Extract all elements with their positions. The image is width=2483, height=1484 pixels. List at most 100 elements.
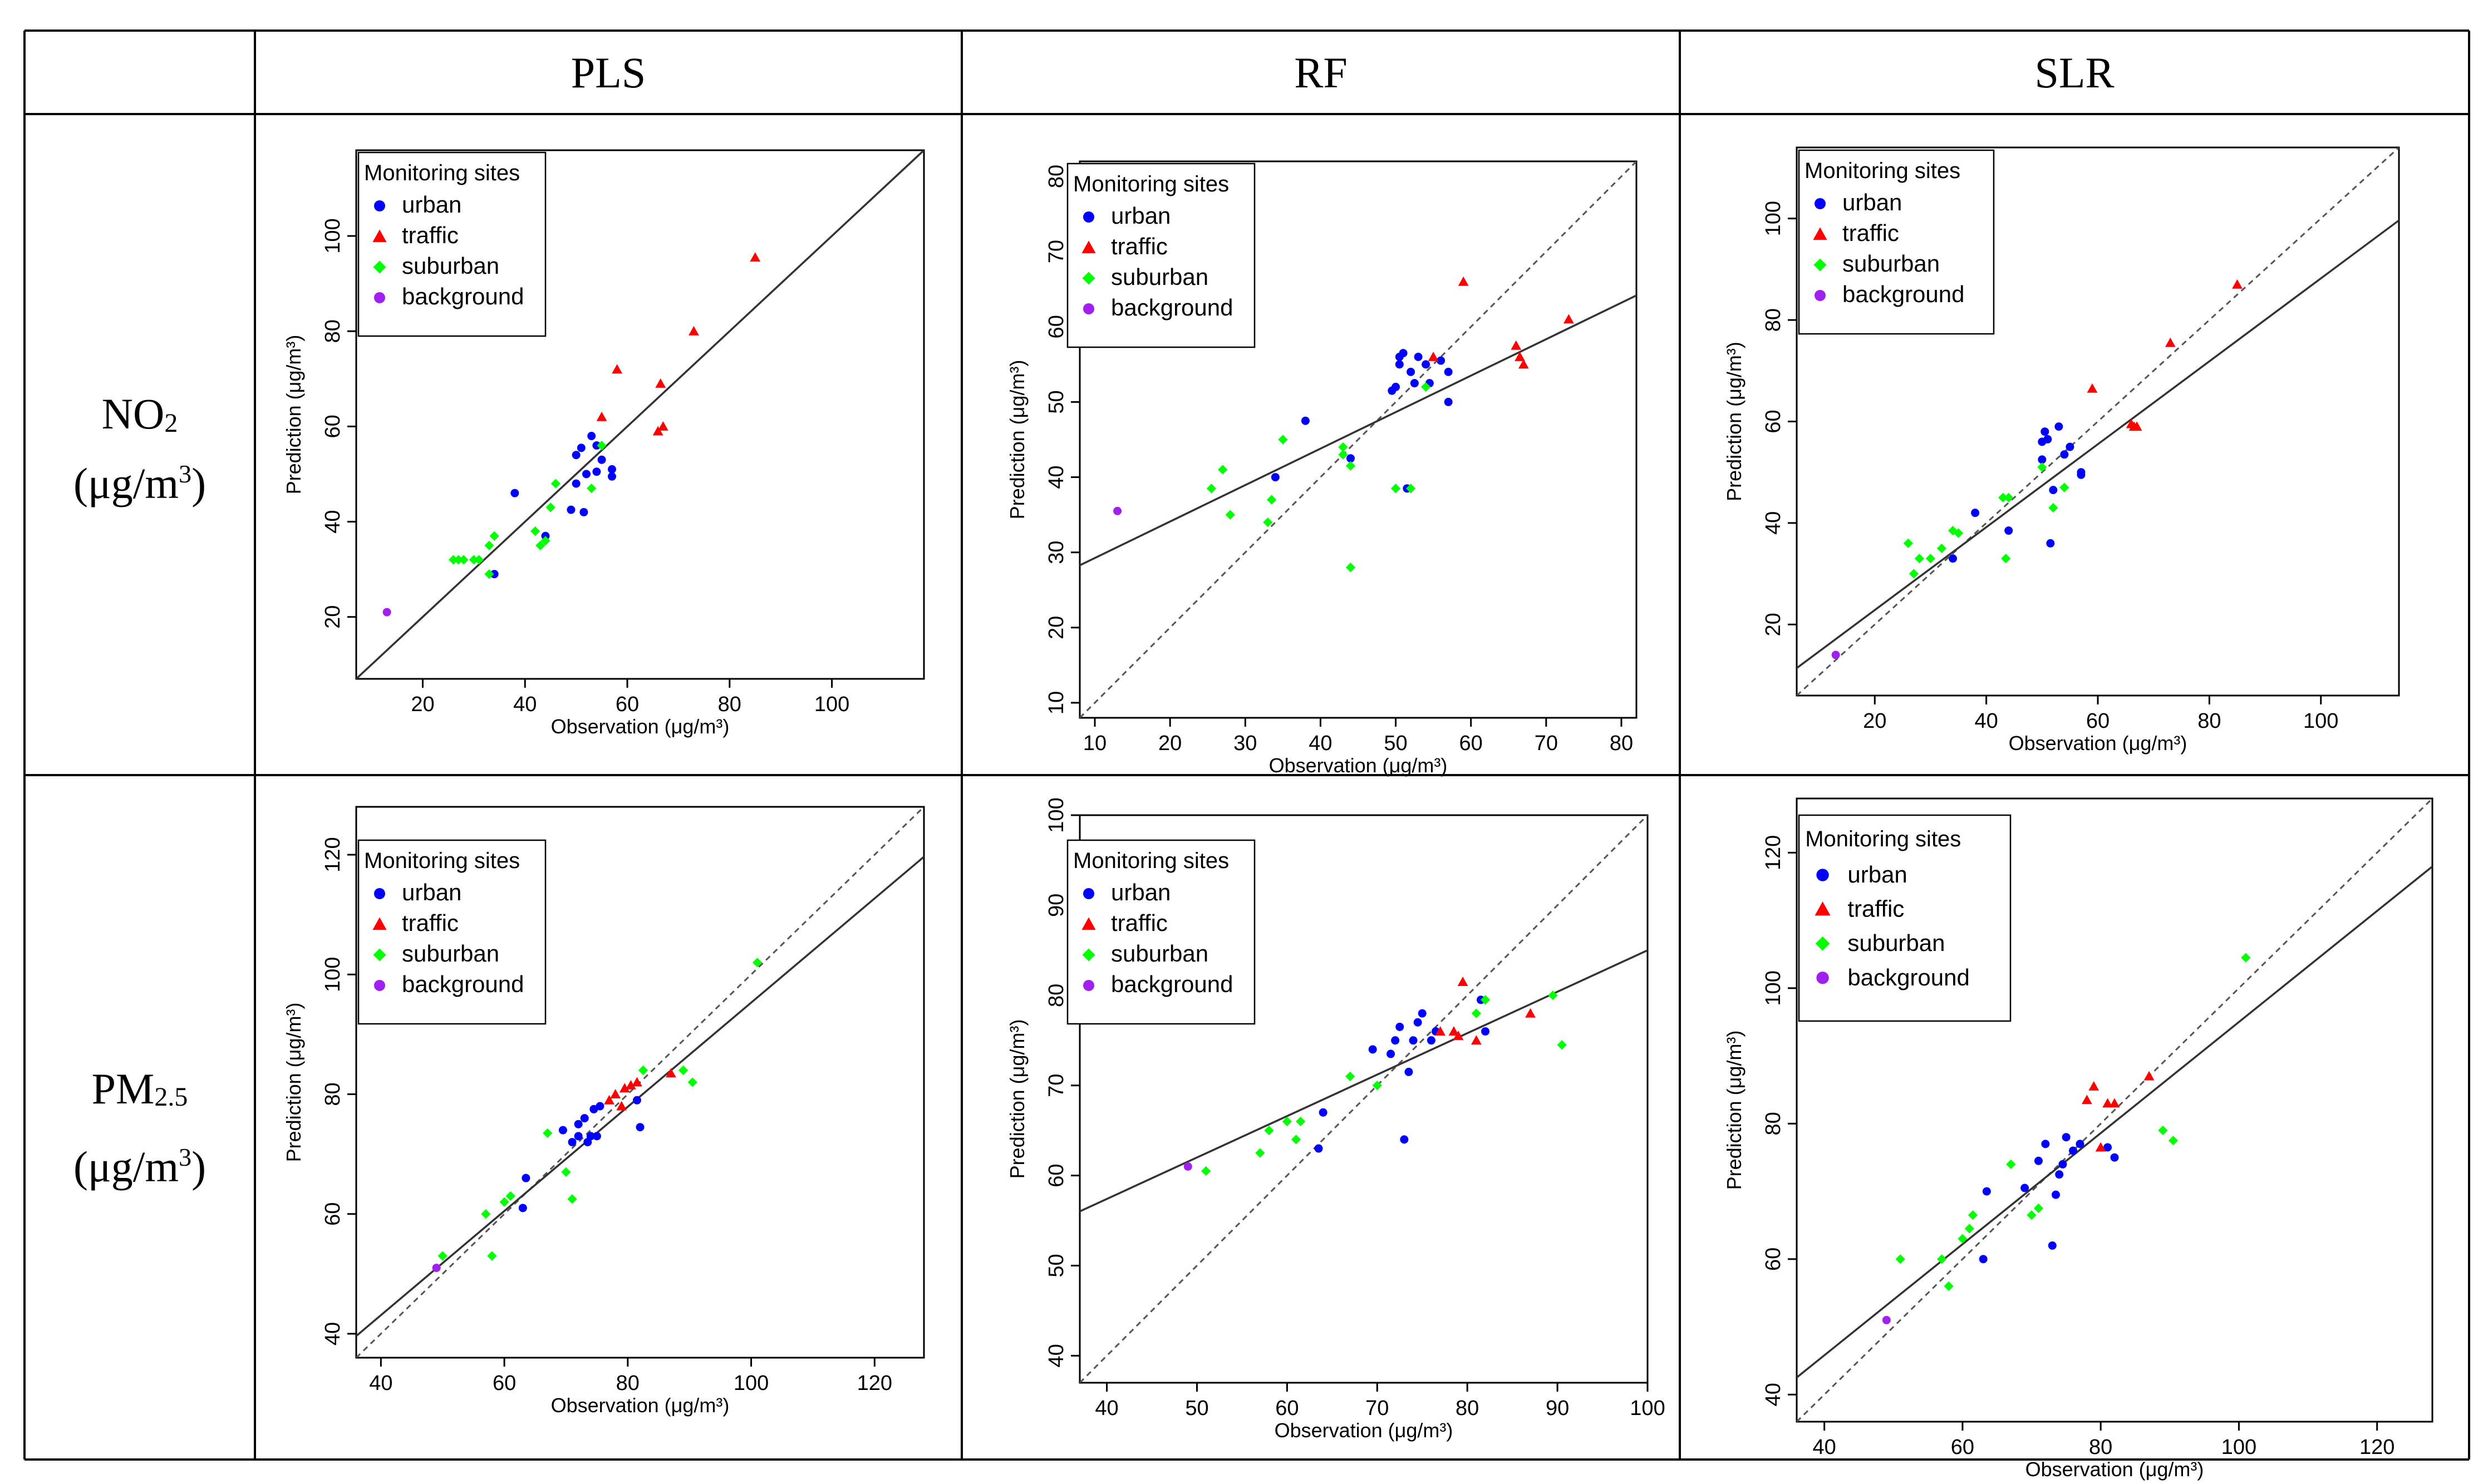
y-tick-label: 30 [1045,541,1068,564]
point-urban [1301,416,1310,425]
point-urban [1404,1067,1413,1076]
point-suburban [1296,1116,1306,1127]
x-tick-label: 100 [814,693,849,716]
x-tick-label: 50 [1185,1397,1208,1420]
point-suburban [1903,538,1913,549]
point-urban [579,507,588,516]
point-traffic [750,252,761,262]
legend-marker-urban [1816,869,1829,881]
y-tick-label: 10 [1045,691,1068,714]
point-suburban [1958,1234,1968,1244]
identity-line [1080,161,1636,718]
point-urban [574,1132,583,1141]
y-tick-label: 120 [321,837,345,872]
legend-label-urban: urban [402,879,461,905]
y-tick-label: 40 [1762,1383,1785,1406]
legend-label-traffic: traffic [1842,220,1899,246]
y-tick-label: 100 [321,957,345,992]
x-tick-label: 60 [1951,1436,1974,1459]
point-suburban [505,1191,515,1201]
chart-no2-rf: 10 20 30 40 50 60 70 80 10 20 30 40 50 60 70 80 Observat… [1006,160,1638,777]
x-tick-label: 80 [1610,732,1633,755]
point-urban [1409,1036,1418,1045]
point-suburban [1914,554,1925,564]
point-suburban [2168,1136,2179,1146]
point-urban [636,1123,645,1132]
plot-frame [1079,160,1638,719]
legend: Monitoring sites urban traffic suburban back… [1798,814,2012,1022]
point-suburban [550,479,561,489]
y-tick-label: 50 [1045,390,1068,413]
y-tick-label: 60 [1762,410,1785,433]
point-traffic [632,1077,642,1087]
row-label-pm25-main: PM [92,1064,155,1113]
point-urban [1982,1187,1991,1196]
legend-marker-urban [1083,211,1094,223]
point-suburban [1345,461,1356,471]
row-label-no2-unit-sup: 3 [179,460,191,488]
point-urban [2054,422,2063,431]
legend: Monitoring sites urban traffic suburban back… [1798,149,1995,335]
x-tick-label: 90 [1546,1397,1569,1420]
row-label-no2-sub: 2 [164,408,178,438]
point-traffic [1563,314,1574,324]
legend-label-suburban: suburban [1111,940,1208,967]
point-traffic [2232,279,2243,289]
regression-line [1797,865,2432,1378]
point-urban [596,1102,604,1111]
y-tick-label: 80 [1045,165,1068,188]
y-tick-label: 20 [1762,613,1785,636]
y-axis-label: Prediction (μg/m³) [1723,342,1746,501]
point-traffic [657,421,668,431]
y-tick-label: 80 [1762,1112,1785,1135]
x-tick-label: 40 [1309,732,1332,755]
point-urban [607,472,616,481]
point-suburban [597,441,607,451]
point-urban [1395,1022,1404,1031]
legend-marker-urban [1083,888,1094,899]
point-urban [577,443,586,452]
point-traffic [2131,421,2142,431]
svg-text:NO2: NO2 [102,390,178,438]
x-tick-label: 50 [1384,732,1407,755]
x-tick-label: 120 [2359,1436,2395,1459]
y-tick-label: 100 [1762,201,1785,236]
legend-marker-background [1083,303,1094,314]
point-suburban [1206,484,1217,494]
point-background [382,608,391,617]
legend: Monitoring sites urban traffic suburban back… [1066,839,1256,1025]
row-label-no2-unit: (μg/m [73,459,179,507]
legend-label-background: background [402,971,524,997]
point-suburban [1998,492,2008,502]
col-header-slr: SLR [2034,48,2114,97]
x-tick-label: 80 [2089,1436,2112,1459]
point-urban [2048,1241,2057,1250]
legend-box [357,151,547,337]
legend-marker-traffic [372,229,387,242]
legend-marker-background [1083,980,1094,991]
point-urban [2055,1170,2064,1179]
point-suburban [1557,1040,1567,1050]
point-urban [1418,1009,1427,1018]
x-tick-label: 60 [493,1372,516,1395]
x-tick-label: 20 [1863,709,1886,733]
x-axis-label: Observation (μg/m³) [2009,732,2187,755]
point-urban [1414,352,1423,361]
point-urban [1481,1027,1490,1036]
legend-box [1798,814,2012,1022]
identity-line [1797,147,2399,696]
point-suburban [469,555,479,565]
point-traffic [1448,1026,1459,1036]
legend-marker-suburban [1082,948,1095,962]
point-urban [2069,1146,2078,1155]
point-suburban [1218,465,1228,475]
point-traffic [610,1089,621,1099]
point-urban [632,1096,641,1105]
point-suburban [2241,953,2251,963]
y-axis-label: Prediction (μg/m³) [282,1003,305,1162]
point-urban [607,465,616,474]
data-points [1183,977,1567,1176]
y-tick-label: 80 [321,319,345,343]
legend-label-urban: urban [1111,879,1171,905]
legend-marker-traffic [1081,917,1096,930]
